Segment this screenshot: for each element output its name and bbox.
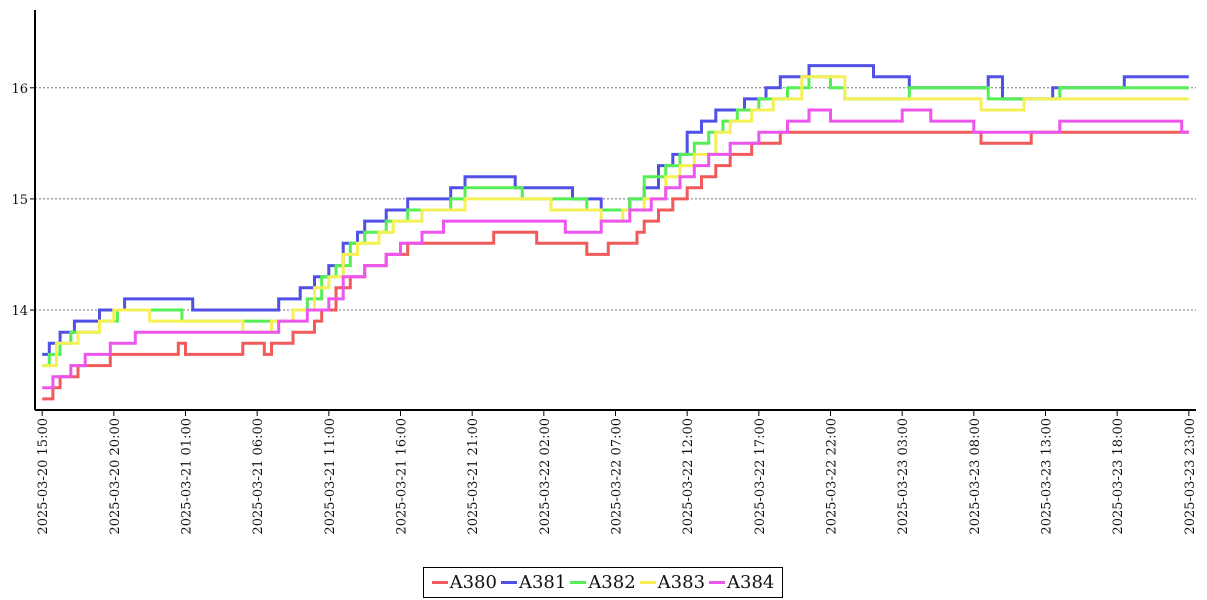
series-line-a381: [42, 64, 1189, 356]
x-tick-label: 2025-03-21 16:00: [395, 418, 410, 535]
legend-item-a383: A383: [639, 572, 706, 593]
x-tick-label: 2025-03-23 13:00: [1040, 418, 1055, 535]
series-line-a382: [42, 75, 1189, 368]
x-tick-label: 2025-03-23 03:00: [896, 418, 911, 535]
legend-item-a384: A384: [709, 572, 774, 593]
x-tick-label: 2025-03-21 11:00: [323, 418, 338, 535]
legend-item-a382: A382: [570, 572, 636, 593]
x-tick-label: 2025-03-21 21:00: [466, 418, 481, 535]
x-tick-label: 2025-03-23 08:00: [968, 418, 983, 535]
series-line-a384: [42, 108, 1189, 390]
y-axis-ticks: 14 15 16: [11, 82, 35, 319]
x-tick-label: 2025-03-21 06:00: [251, 418, 266, 535]
series-layer: [42, 64, 1189, 401]
legend-item-a381: A381: [500, 572, 567, 593]
legend-item-a380: A380: [431, 572, 497, 593]
legend-swatch: [431, 581, 448, 584]
y-tick-label: 16: [11, 82, 28, 97]
x-tick-label: 2025-03-22 07:00: [610, 418, 625, 535]
legend-swatch: [500, 581, 517, 584]
legend-label: A380: [449, 572, 497, 593]
x-tick-label: 2025-03-23 18:00: [1111, 418, 1126, 535]
x-tick-label: 2025-03-20 15:00: [36, 418, 51, 535]
legend-swatch: [639, 581, 656, 584]
gridlines: [35, 87, 1196, 311]
x-tick-label: 2025-03-20 20:00: [108, 418, 123, 535]
x-axis-ticks: 2025-03-20 15:00 2025-03-20 20:00 2025-03-…: [36, 410, 1198, 535]
x-tick-label: 2025-03-21 01:00: [180, 418, 195, 535]
x-tick-label: 2025-03-22 12:00: [681, 418, 696, 535]
legend: A380 A381 A382 A383 A384: [423, 567, 783, 598]
series-line-a383: [42, 75, 1189, 368]
legend-swatch: [570, 581, 587, 584]
legend-label: A381: [518, 572, 567, 593]
series-line-a380: [42, 130, 1189, 401]
legend-swatch: [709, 581, 726, 584]
legend-label: A382: [588, 572, 636, 593]
x-tick-label: 2025-03-22 22:00: [825, 418, 840, 535]
legend-label: A384: [727, 572, 775, 593]
x-tick-label: 2025-03-22 17:00: [753, 418, 768, 535]
x-tick-label: 2025-03-22 02:00: [538, 418, 553, 535]
y-tick-label: 15: [11, 193, 28, 208]
y-tick-label: 14: [11, 304, 28, 319]
x-tick-label: 2025-03-23 23:00: [1183, 418, 1198, 535]
legend-label: A383: [657, 572, 706, 593]
